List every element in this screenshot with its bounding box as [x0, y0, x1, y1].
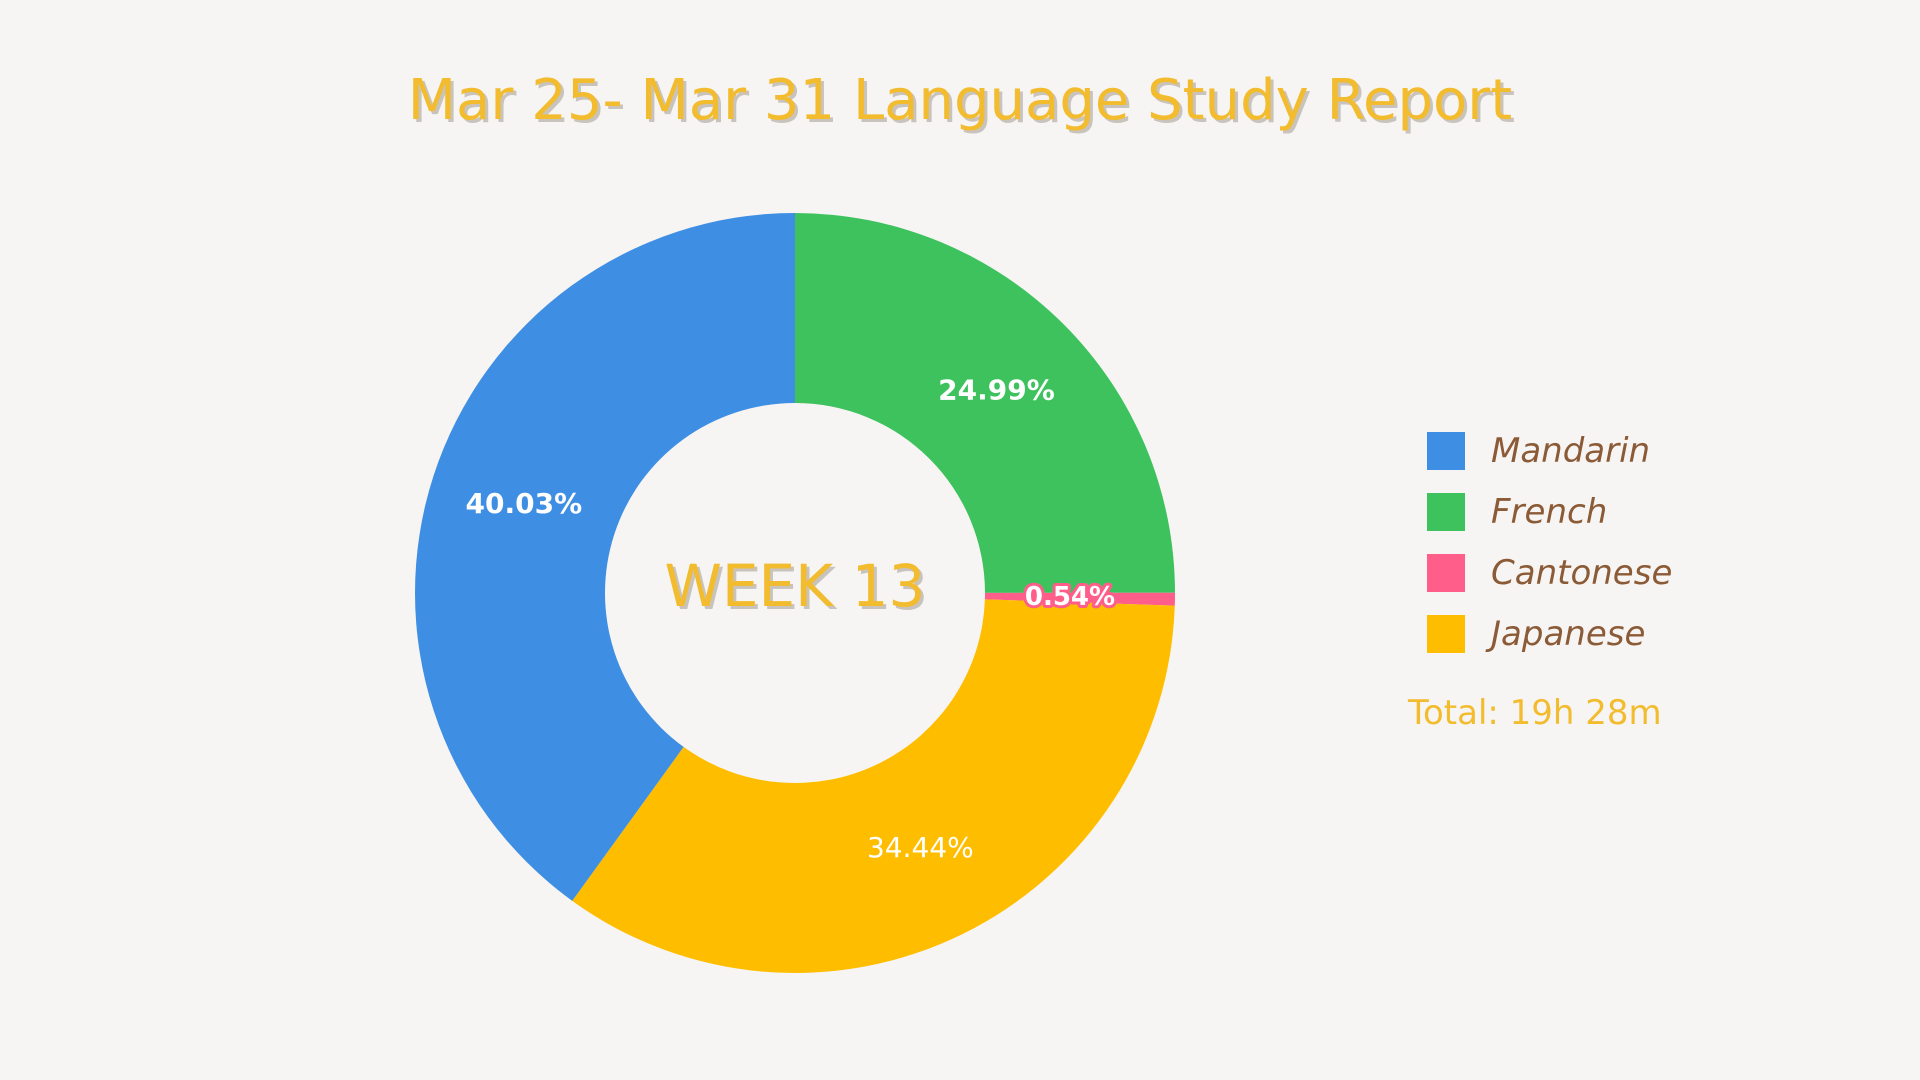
legend-item-cantonese: Cantonese — [1427, 542, 1827, 603]
legend-swatch-cantonese — [1427, 553, 1465, 592]
slice-label-french: 24.99% — [938, 373, 1055, 406]
slice-labels: 24.99% 0.54% 34.44% 40.03% — [466, 373, 1119, 864]
legend-swatch-mandarin — [1427, 431, 1465, 470]
legend-item-mandarin: Mandarin — [1427, 420, 1827, 481]
donut-slices — [415, 213, 1175, 973]
slice-japanese — [572, 599, 1175, 973]
legend: Mandarin French Cantonese Japanese — [1427, 420, 1827, 664]
legend-item-french: French — [1427, 481, 1827, 542]
legend-label-japanese: Japanese — [1491, 613, 1646, 654]
total-study-time: Total: 19h 28m — [1408, 693, 1662, 733]
chart-title: Mar 25- Mar 31 Language Study Report — [407, 68, 1513, 133]
legend-swatch-japanese — [1427, 614, 1465, 653]
legend-item-japanese: Japanese — [1427, 603, 1827, 664]
slice-cantonese — [984, 592, 1175, 606]
legend-label-mandarin: Mandarin — [1491, 430, 1651, 471]
legend-label-cantonese: Cantonese — [1491, 552, 1673, 593]
donut-center-label: WEEK 13 — [664, 552, 926, 620]
slice-french — [795, 213, 1175, 593]
legend-swatch-french — [1427, 492, 1465, 531]
slice-mandarin — [415, 213, 795, 901]
slice-label-japanese: 34.44% — [867, 831, 974, 864]
legend-label-french: French — [1491, 491, 1608, 532]
slice-label-cantonese: 0.54% — [1025, 582, 1115, 612]
slice-label-mandarin: 40.03% — [466, 487, 583, 520]
